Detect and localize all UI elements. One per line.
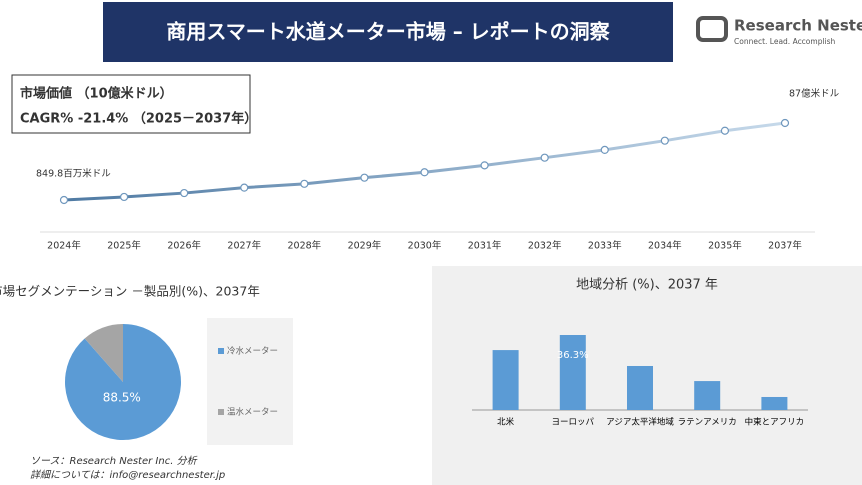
x-tick-label: 2035年 [708, 240, 742, 252]
point [720, 126, 730, 135]
x-tick-label: 2029年 [348, 240, 382, 252]
x-tick-label: ラテンアメリカ [678, 418, 737, 428]
x-tick-label: 2034年 [648, 240, 682, 252]
point [660, 136, 669, 145]
x-tick-label: 2028年 [287, 240, 321, 252]
slice-label: 88.5% [103, 390, 141, 404]
value-label: 87億米ドル [789, 88, 840, 100]
legend-label: 温水メーター [227, 407, 278, 418]
pie-slice [84, 324, 123, 382]
point [480, 161, 489, 170]
point [780, 118, 790, 128]
x-tick-label: 2031年 [468, 240, 502, 252]
x-tick-label: 2032年 [528, 240, 562, 252]
x-tick-label: 北米 [497, 417, 515, 428]
x-tick-label: 中東とアフリカ [745, 417, 805, 428]
point [420, 168, 429, 177]
x-tick-label: 2024年 [47, 240, 81, 252]
point [300, 179, 309, 188]
value-label: 36.3% [557, 350, 589, 361]
bar-title: 地域分析 (%)、2037 年 [576, 278, 718, 293]
point [360, 173, 369, 182]
legend-label: 冷水メーター [227, 346, 278, 357]
x-tick-label: ヨーロッパ [552, 418, 595, 428]
x-tick-label: 2030年 [408, 240, 442, 252]
summary-box [11, 74, 251, 134]
logo-icon [696, 16, 728, 42]
line [63, 121, 786, 202]
footer-source: ソース：Research Nester Inc. 分析 [30, 455, 198, 467]
x-tick-label: 2025年 [107, 240, 141, 252]
point [540, 153, 549, 162]
cagr-label: CAGR% -21.4% （2025－2037年） [20, 111, 257, 127]
bar [694, 381, 721, 410]
pie-legend-box [207, 318, 293, 445]
pie-title: 市場セグメンテーション －製品別(%)、2037年 [0, 284, 260, 299]
x-tick-label: 2037年 [768, 240, 802, 252]
footer-contact: 詳細については：info@researchnester.jp [30, 469, 225, 481]
logo-name: Research Nester [734, 17, 862, 35]
header-band [103, 2, 673, 62]
bar [627, 365, 653, 410]
x-tick-label: 2026年 [167, 240, 201, 252]
legend-swatch [218, 409, 224, 415]
bar [492, 350, 519, 410]
logo-tagline: Connect. Lead. Accomplish [734, 37, 836, 46]
point [600, 145, 609, 155]
point [240, 183, 249, 192]
x-tick-label: アジア太平洋地域 [606, 417, 674, 428]
bar [761, 396, 788, 410]
point [59, 195, 69, 205]
x-tick-label: 2027年 [227, 240, 261, 252]
point [119, 192, 129, 202]
value-label: 849.8百万米ドル [36, 168, 111, 180]
point [180, 188, 189, 198]
market-value-label: 市場価値 （10億米ドル） [20, 86, 173, 102]
header-title: 商用スマート水道メーター市場 – レポートの洞察 [166, 20, 610, 44]
bar [559, 335, 586, 410]
x-tick-label: 2033年 [588, 240, 622, 252]
legend-swatch [218, 348, 224, 354]
